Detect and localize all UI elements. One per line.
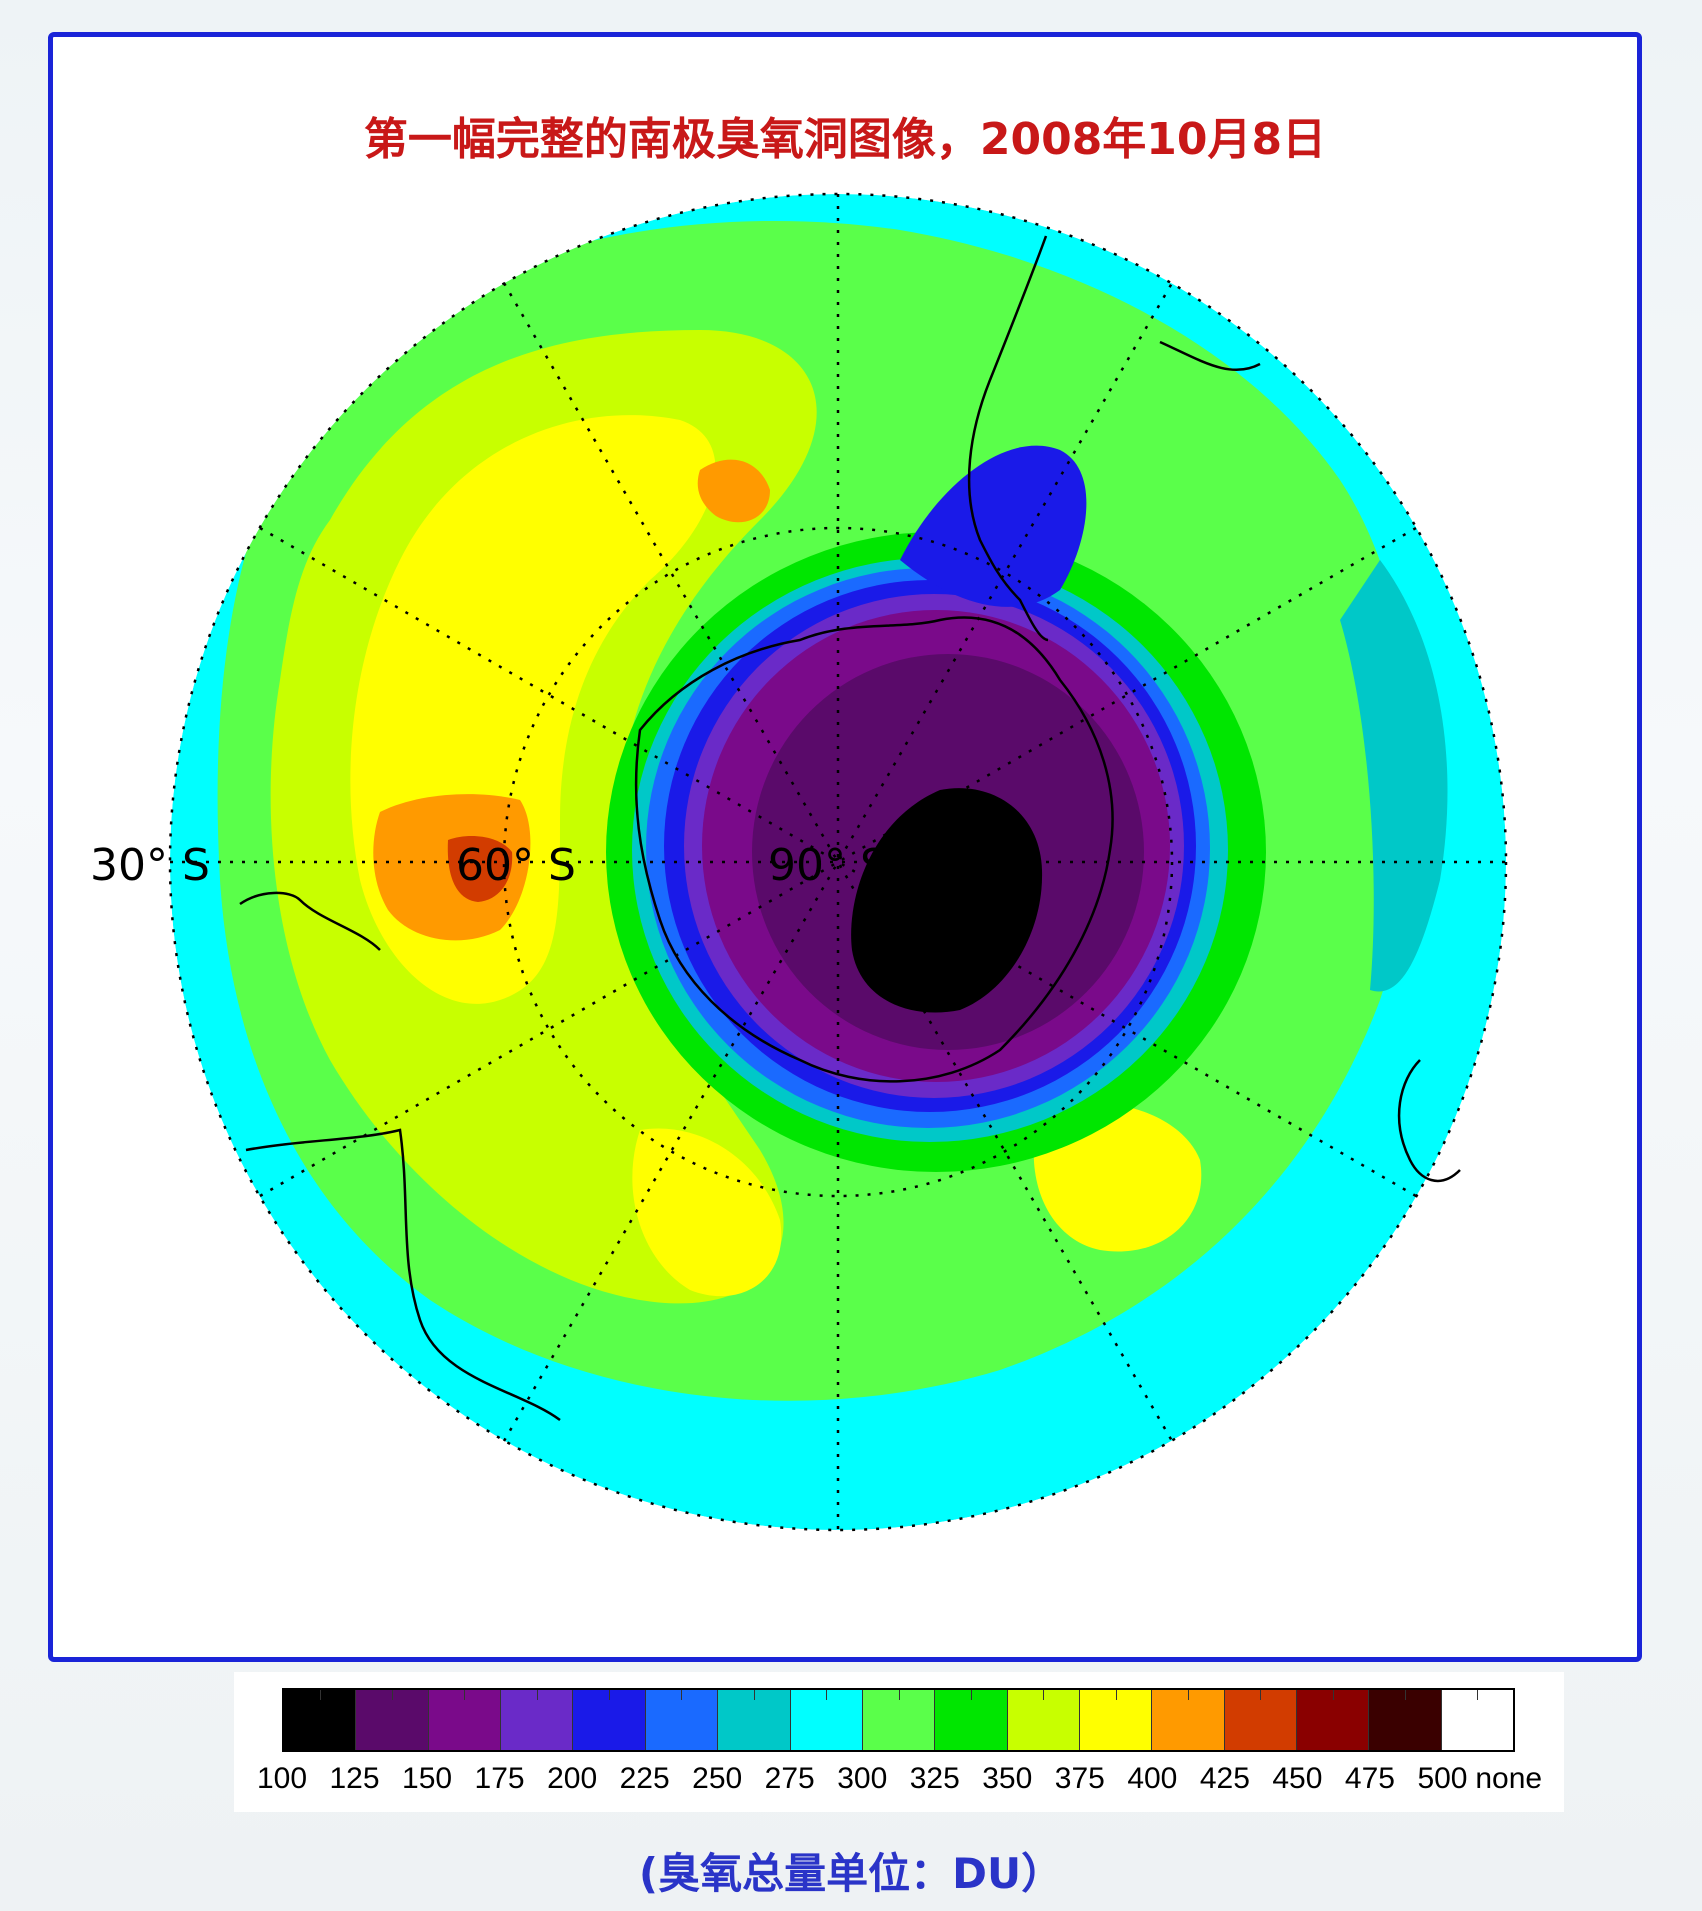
lat-label-30s: 30° S (90, 840, 210, 891)
color-swatch (718, 1690, 791, 1750)
color-swatch (1079, 1690, 1153, 1750)
antarctica-outline (634, 616, 1114, 1083)
ozone-patch-yellow-south (632, 1128, 782, 1297)
color-scale-tick-label: none (1475, 1762, 1543, 1795)
ozone-field (170, 194, 1506, 1530)
color-scale-tick-label: 175 (474, 1762, 525, 1795)
color-scale-tick-label: 400 (1127, 1762, 1178, 1795)
ozone-hole-core (851, 788, 1043, 1013)
color-scale-labels: 100 125 150 175 200 225 250 275 300 325 350 375 400 4… (257, 1762, 1542, 1802)
ozone-tongue-blue (900, 445, 1087, 607)
color-scale-tick-label: 125 (329, 1762, 380, 1795)
color-swatch (862, 1690, 936, 1750)
legend-panel: 100 125 150 175 200 225 250 275 300 325 350 375 400 4… (234, 1672, 1564, 1812)
color-swatch (573, 1690, 646, 1750)
color-scale-tick-label: 250 (692, 1762, 743, 1795)
color-swatch (356, 1690, 429, 1750)
graticule (170, 194, 1506, 1530)
color-swatch (790, 1690, 863, 1750)
color-scale (282, 1688, 1515, 1752)
lat-label-90s: 90° S (768, 840, 888, 891)
lat-label-60s: 60° S (456, 840, 576, 891)
color-scale-tick-label: 225 (619, 1762, 670, 1795)
africa-southeast-coast (1397, 1059, 1461, 1182)
africa-tip-coast (1159, 340, 1261, 372)
color-scale-tick-label: 450 (1272, 1762, 1323, 1795)
color-scale-tick-label: 275 (764, 1762, 815, 1795)
color-swatch (1369, 1690, 1442, 1750)
coastlines (239, 235, 1461, 1422)
color-scale-tick-label: 500 (1417, 1762, 1468, 1795)
new-zealand-coast (239, 891, 381, 951)
color-swatch (1007, 1690, 1080, 1750)
color-swatch (645, 1690, 719, 1750)
ozone-max-red (447, 836, 513, 902)
color-scale-tick-label: 425 (1199, 1762, 1250, 1795)
map-title: 第一幅完整的南极臭氧洞图像，2008年10月8日 (363, 114, 1327, 165)
color-swatch (284, 1690, 357, 1750)
ozone-patch-orange-north (697, 459, 770, 523)
color-scale-tick-label: 375 (1054, 1762, 1105, 1795)
ozone-band-300-east (1340, 560, 1448, 992)
color-swatch (935, 1690, 1008, 1750)
color-swatch (1152, 1690, 1225, 1750)
color-scale-tick-label: 150 (402, 1762, 453, 1795)
south-america-coast (967, 235, 1049, 642)
color-scale-tick-label: 350 (982, 1762, 1033, 1795)
map-boundary-circle (168, 192, 1508, 1532)
australia-coast (245, 1128, 561, 1422)
color-swatch (1441, 1690, 1514, 1750)
color-scale-tick-label: 475 (1344, 1762, 1395, 1795)
color-swatch (1297, 1690, 1370, 1750)
color-scale-tick-label: 300 (837, 1762, 888, 1795)
color-swatch (428, 1690, 502, 1750)
color-scale-tick-label: 325 (909, 1762, 960, 1795)
color-scale-tick-label: 100 (256, 1762, 308, 1795)
color-swatch (1224, 1690, 1298, 1750)
units-caption: (臭氧总量单位：DU） (638, 1849, 1064, 1898)
color-scale-tick-label: 200 (547, 1762, 598, 1795)
color-swatch (501, 1690, 574, 1750)
